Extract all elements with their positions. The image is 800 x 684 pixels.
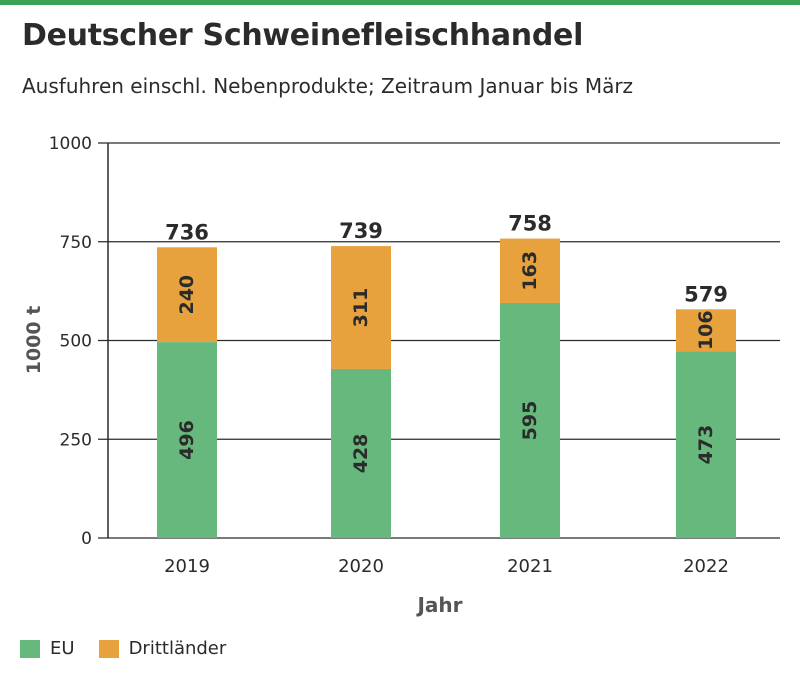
bar-segment-eu [676,351,736,538]
bar-value-label: 595 [519,401,541,441]
bar-total-label: 579 [684,282,728,306]
bar-value-label: 163 [519,251,541,291]
y-axis-label: 1000 t [23,306,45,375]
bar-value-label: 496 [176,420,198,460]
chart-title: Deutscher Schweinefleischhandel [22,18,584,53]
y-tick-label: 500 [60,332,92,352]
legend-label-drittlaender: Drittländer [128,638,227,659]
legend-swatch-eu [20,639,40,658]
x-tick-label: 2021 [507,556,553,577]
y-tick-label: 750 [60,233,92,253]
y-tick-label: 250 [60,430,92,450]
y-tick-label: 1000 [49,134,92,154]
legend-label-eu: EU [50,638,75,659]
bar-value-label: 240 [176,275,198,315]
x-tick-label: 2020 [338,556,384,577]
x-tick-label: 2022 [683,556,729,577]
top-accent-bar [0,0,800,5]
legend-swatch-drittlaender [98,639,119,658]
legend: EU Drittländer [20,638,250,659]
bar-segment-drittlnder [676,309,736,352]
bar-value-label: 311 [350,288,372,328]
bar-segment-drittlnder [331,246,391,369]
bar-total-label: 739 [339,219,383,243]
legend-item-eu: EU [20,638,75,659]
bar-segment-drittlnder [500,238,560,303]
bar-value-label: 106 [695,310,717,350]
y-tick-label: 0 [81,529,92,549]
bar-total-label: 758 [508,212,552,236]
bar-segment-eu [157,342,217,538]
bar-segment-eu [331,368,391,538]
x-axis-label: Jahr [415,593,462,617]
legend-item-drittlaender: Drittländer [98,638,227,659]
chart-subtitle: Ausfuhren einschl. Nebenprodukte; Zeitra… [22,74,634,98]
x-tick-label: 2019 [164,556,210,577]
bar-segment-eu [500,302,560,538]
bar-value-label: 428 [350,434,372,474]
bar-value-label: 473 [695,425,717,465]
bar-total-label: 736 [165,220,209,244]
bar-segment-drittlnder [157,247,217,343]
